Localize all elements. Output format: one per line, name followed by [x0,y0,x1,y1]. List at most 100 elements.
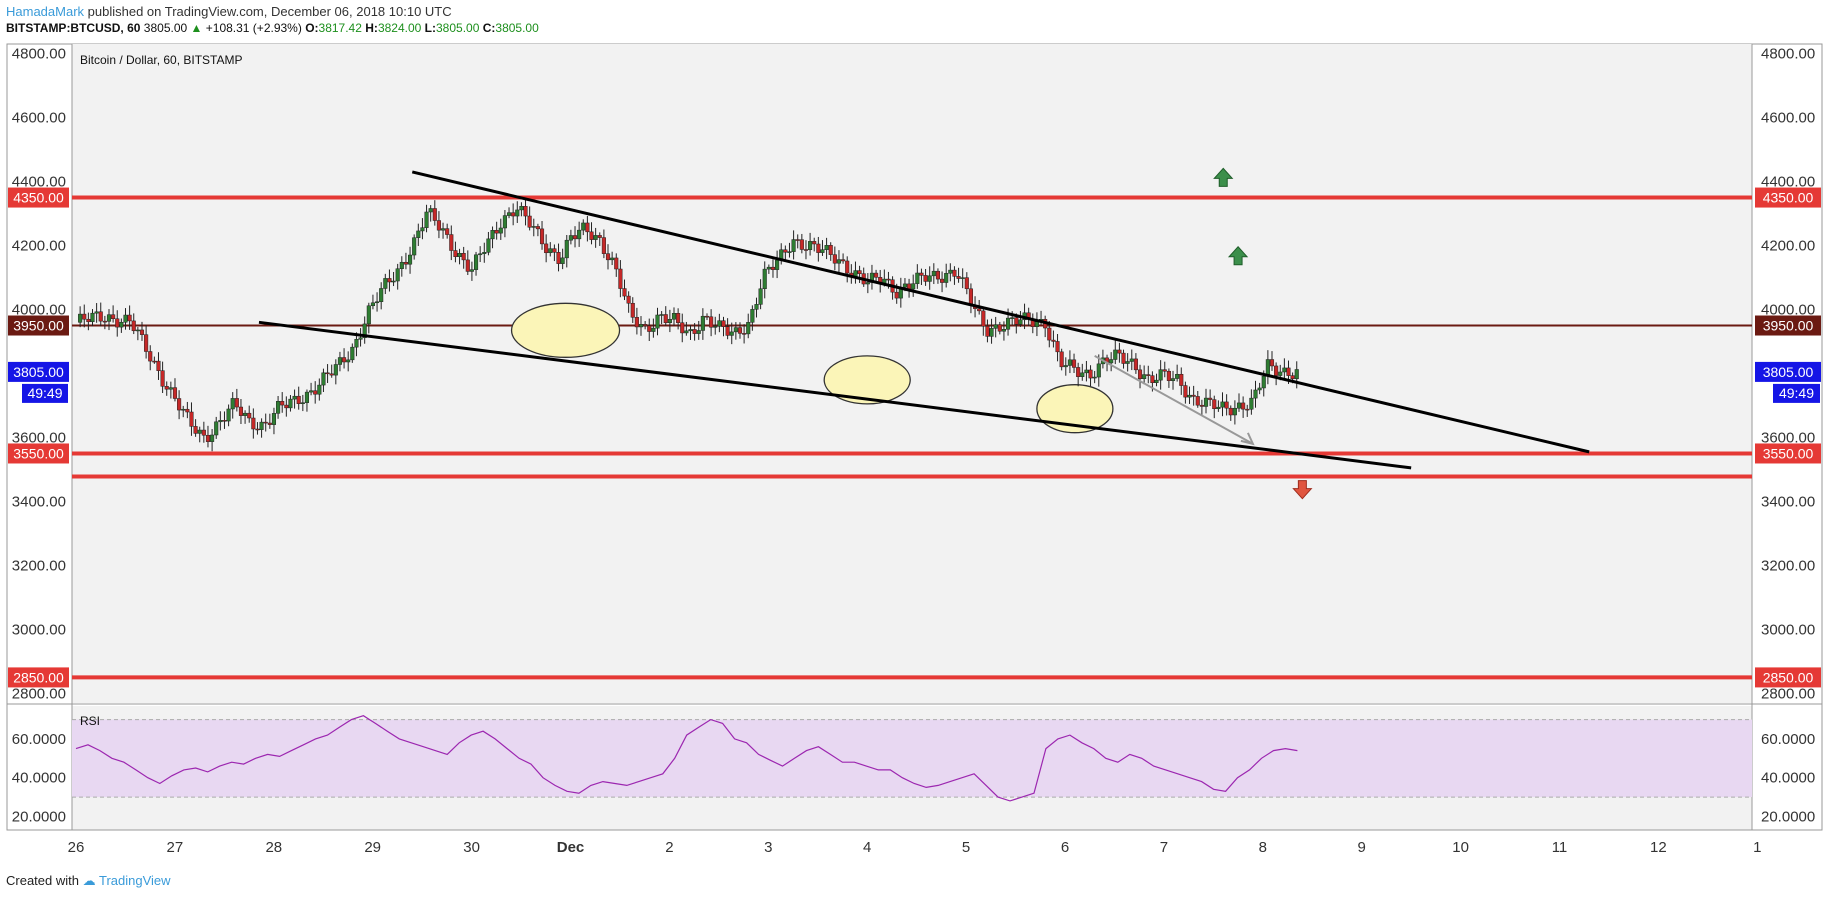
candle-body [783,249,788,253]
candle-body [589,231,594,240]
candle-body [940,278,945,283]
countdown-text: 49:49 [1779,385,1814,401]
candle-body [1059,351,1064,368]
candle-body [403,261,408,265]
candle-body [490,230,495,240]
candle-body [457,253,462,257]
candle-body [152,360,157,363]
rsi-tick-label-left: 40.0000 [12,770,66,787]
candle-body [680,322,685,334]
candle-body [539,228,545,245]
candle-body [1001,329,1006,332]
candle-body [445,228,450,235]
candle-body [177,398,182,411]
candle-body [1261,375,1266,389]
candle-body [791,239,796,252]
candle-body [704,315,710,318]
candle-body [90,312,95,323]
candle-body [845,260,850,274]
candle-body [556,252,561,264]
candle-body [1170,378,1176,381]
candle-body [1278,371,1283,376]
candle-body [968,288,973,306]
open-value: 3817.42 [318,21,362,35]
x-tick-label: 27 [167,839,184,856]
candle-body [321,372,326,386]
candle-body [911,283,916,290]
candle-body [309,390,314,393]
y-tick-label-right: 3600.00 [1761,429,1815,446]
arrow-up-icon [1213,167,1234,187]
candle-body [964,277,969,290]
candle-body [1113,349,1118,360]
candle-body [1158,369,1163,381]
candle-body [362,323,367,338]
rsi-band [72,719,1752,798]
candle-body [1014,317,1019,325]
candle-body [667,318,672,323]
candle-body [981,310,986,327]
candle-body [1071,359,1077,368]
candle-body [770,266,776,270]
candle-body [185,408,190,413]
candle-body [461,253,466,261]
candle-body [1018,319,1023,325]
candle-body [659,314,664,316]
candle-body [160,370,165,387]
candle-body [836,259,842,264]
x-tick-label: 5 [962,839,970,856]
candle-body [750,309,755,323]
candle-body [1067,359,1072,366]
candle-body [956,276,961,279]
x-tick-label: 7 [1160,839,1168,856]
candle-body [1191,394,1196,397]
x-tick-label: 1 [1753,839,1761,856]
candle-body [1146,374,1151,376]
candle-body [366,305,371,325]
candle-body [1183,385,1188,398]
candle-body [581,222,586,231]
current-price-tag [8,361,69,382]
rsi-tick-label-left: 20.0000 [12,808,66,825]
candle-body [280,401,285,406]
tradingview-brand-link[interactable]: TradingView [99,873,171,888]
candle-body [865,282,870,285]
y-tick-label-right: 4000.00 [1761,302,1815,319]
candle-body [634,317,639,328]
candle-body [1203,397,1209,407]
candle-body [1216,406,1221,410]
candle-body [408,254,413,265]
x-tick-label: 28 [265,839,282,856]
candle-body [1034,321,1039,327]
candle-body [535,226,540,230]
y-tick-label-right: 3200.00 [1761,557,1815,574]
y-tick-label-left: 3200.00 [12,557,66,574]
candle-body [1286,367,1291,376]
author-link[interactable]: HamadaMark [6,4,85,19]
candle-body [449,234,454,251]
candle-body [795,239,800,241]
candle-body [824,245,829,250]
candle-body [102,320,107,323]
candle-body [395,268,400,282]
candle-body [1245,408,1250,411]
candle-body [874,272,879,278]
arrow-down-icon [1292,480,1313,500]
candle-body [1249,397,1254,410]
candle-body [742,333,747,335]
close-value: 3805.00 [495,21,539,35]
y-tick-label-left: 4400.00 [12,174,66,191]
candle-body [746,322,751,335]
candle-body [841,259,846,262]
x-tick-label: 26 [68,839,85,856]
candle-body [1055,341,1060,353]
candle-body [1224,401,1229,409]
candle-body [1282,367,1287,373]
candle-body [469,269,474,272]
candle-body [544,243,549,254]
y-tick-label-right: 4200.00 [1761,238,1815,255]
candle-body [729,331,734,336]
candle-body [486,238,491,253]
candle-body [502,215,507,229]
